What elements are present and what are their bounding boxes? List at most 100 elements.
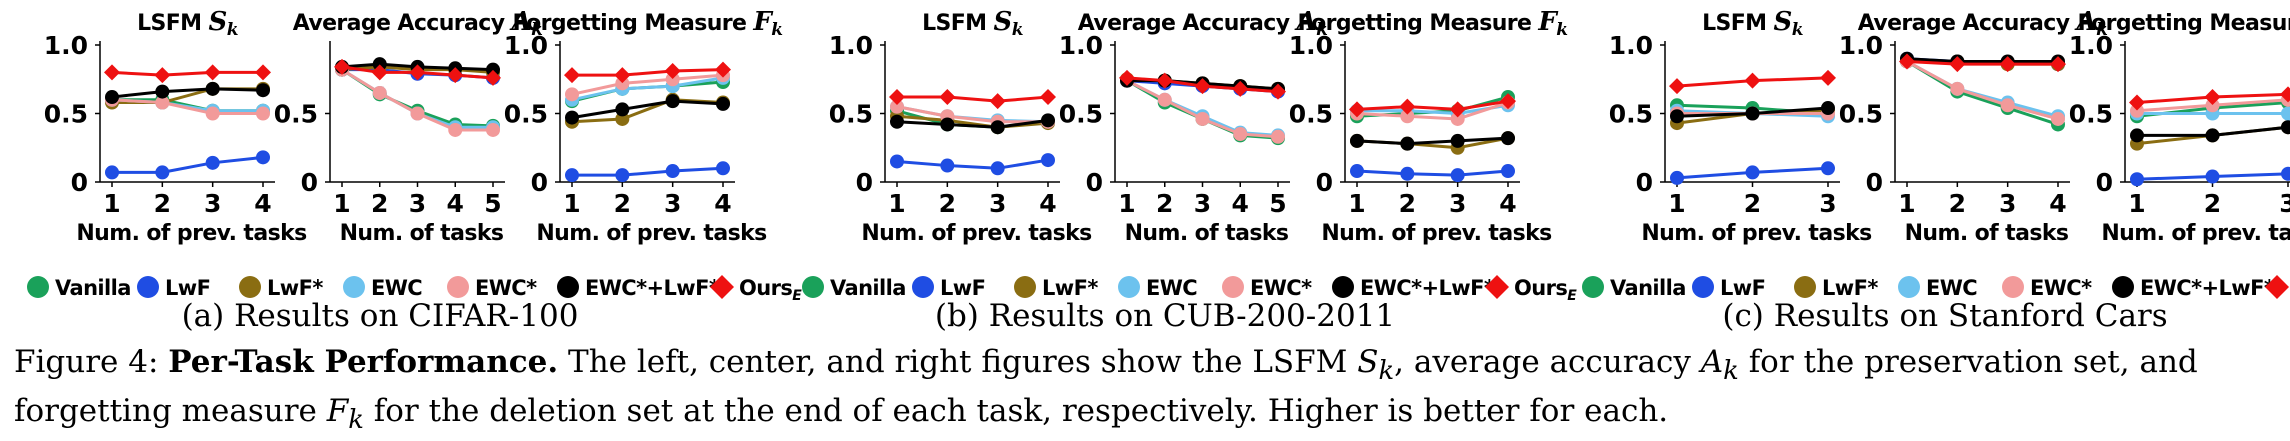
data-point-ewclwf [2205,128,2220,143]
series-ours [1669,69,1836,95]
legend-marker [1582,276,1604,298]
series-line-ewcstar [1906,60,2059,121]
data-point-ewcstar [2205,98,2220,113]
x-tick-label: 4 [1232,189,1249,218]
data-point-lwf [205,155,220,170]
y-tick-label: 1.0 [2069,31,2113,60]
x-tick-label: 2 [614,189,631,218]
data-point-lwf [716,161,730,176]
legend-item-lwf: LwF [1692,276,1766,300]
x-tick-label: 3 [1819,189,1836,218]
data-point-ours [2129,94,2145,111]
legend-label: Vanilla [830,276,906,300]
x-tick-label: 2 [1744,189,1761,218]
legend-item-ewcstar: EWC* [447,276,538,300]
legend-item-ewcstar: EWC* [1222,276,1313,300]
panel-1-1: 0 0.5 1.0 1 2 3 4 Num. of prev. tasks LSFM Sk [44,7,308,246]
series-ours [1119,69,1286,100]
legend-item-lwfstar: LwF* [1014,276,1099,300]
series-line-ewclwf [896,118,1049,129]
series-line-ewcstar [1356,101,1509,121]
legend-label: EWC*+LwF* [1360,276,1495,300]
series-ours [2129,86,2290,111]
x-tick-label: 2 [1156,189,1173,218]
data-point-ours [889,89,905,106]
panel-title: Forgetting Measure Fk [1298,7,1568,40]
x-tick-label: 4 [714,189,731,218]
y-tick-label: 1.0 [44,31,88,60]
x-tick-label: 3 [664,189,681,218]
panel-title: LSFM Sk [137,7,238,40]
y-tick-label: 1.0 [829,31,873,60]
data-point-ewclwf [1745,106,1760,121]
legend-1: Vanilla LwF LwF* EWC EWC* EWC*+LwF* OursE [27,275,803,304]
data-point-ours [1999,56,2016,73]
data-point-ours [1899,53,1915,70]
data-point-ewclwf [205,81,220,96]
y-tick-label: 0 [531,168,548,197]
caption-math-a: Ak [1700,344,1739,387]
legend-item-lwfstar: LwF* [239,276,324,300]
legend-label: LwF* [1822,276,1878,300]
data-point-ours [371,64,388,81]
series-lwf [2130,166,2290,187]
legend-item-ours: OursE [710,275,803,304]
data-point-ewclwf [665,94,680,109]
data-point-lwf [105,165,119,180]
data-point-ewclwf [155,84,170,99]
data-point-ewcstar [372,85,387,100]
y-tick-label: 0 [1636,168,1653,197]
series-lwf [1670,161,1835,185]
caption-text-2: , average accuracy [1394,344,1691,380]
data-point-ewcstar [665,72,680,87]
panel-title: Average Accuracy Ak [1858,7,2108,40]
series-line-ours [572,68,724,77]
data-point-ewclwf [1400,136,1415,151]
legend-marker [1014,276,1036,298]
caption-text-4: for the deletion set at the end of each … [373,393,1669,430]
legend-label: Vanilla [55,276,131,300]
series-line-vanilla [1906,60,2059,126]
panel-3-3: 0 0.5 1.0 1 2 3 Num. of prev. tasks Forgetting … [2069,11,2290,246]
data-point-ewcstar [1157,92,1172,107]
data-point-ours [1500,93,1516,110]
series-line-ours [1356,99,1509,111]
x-axis-label: Num. of tasks [340,221,504,246]
legend-item-ewcstar: EWC* [2002,276,2093,300]
panel-title: Average Accuracy Ak [1078,7,1328,40]
data-point-ewcstar [615,76,630,91]
series-ewclwf [1670,101,1835,124]
data-point-lwf [665,164,680,179]
y-tick-label: 0.5 [1059,100,1103,129]
data-point-lwf [1501,164,1515,179]
data-point-ours [1156,72,1173,89]
data-point-ewcstar [155,95,170,110]
caption-bold-title: Per-Task Performance. [168,344,559,380]
data-point-ours [1040,89,1056,106]
y-tick-label: 0.5 [1839,100,1883,129]
series-line-ewclwf [111,87,264,99]
data-point-ewclwf [1670,109,1684,124]
data-point-ours [104,64,120,81]
legend-marker [1222,276,1244,298]
series-line-ewcstar [111,98,263,115]
data-point-ewcstar [1450,111,1465,126]
series-lwf [1350,164,1515,183]
data-point-ewclwf [1041,113,1055,128]
data-point-ours [2280,86,2290,103]
data-point-ours [154,67,171,84]
legend-marker [137,276,159,298]
x-tick-label: 1 [563,189,580,218]
data-point-lwf [565,168,579,183]
data-point-ewclwf [372,57,387,72]
data-point-ewcstar [486,122,500,137]
legend-marker [1794,276,1816,298]
legend-2: Vanilla LwF LwF* EWC EWC* EWC*+LwF* OursE [802,275,1578,304]
data-point-ewclwf [890,114,904,129]
series-ewclwf [565,94,730,125]
data-point-lwf [2130,172,2144,187]
legend-item-lwf: LwF [137,276,211,300]
data-point-lwf [1041,153,1055,168]
y-tick-label: 1.0 [1289,31,1333,60]
series-line-ewc [1906,60,2059,118]
